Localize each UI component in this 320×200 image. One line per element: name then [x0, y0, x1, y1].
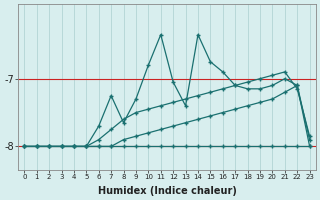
- X-axis label: Humidex (Indice chaleur): Humidex (Indice chaleur): [98, 186, 236, 196]
